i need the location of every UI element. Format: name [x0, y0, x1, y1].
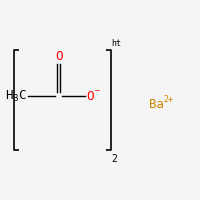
Text: O: O	[55, 49, 62, 62]
Text: ht: ht	[112, 39, 122, 48]
Text: Ba: Ba	[149, 98, 164, 110]
Text: O: O	[86, 90, 94, 102]
Text: −: −	[94, 86, 99, 95]
Text: H$_3$C: H$_3$C	[5, 88, 27, 104]
Text: 2+: 2+	[164, 95, 174, 104]
Text: 2: 2	[112, 154, 117, 164]
